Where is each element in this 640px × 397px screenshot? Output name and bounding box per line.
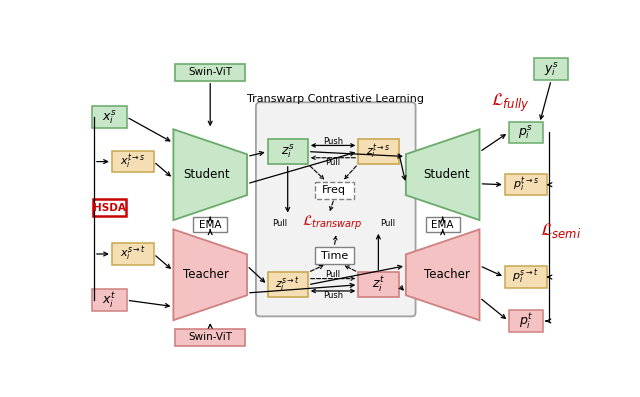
Text: $y_i^s$: $y_i^s$: [544, 60, 559, 78]
Text: $x_i^s$: $x_i^s$: [102, 108, 116, 126]
Text: $z_i^s$: $z_i^s$: [281, 143, 294, 160]
Text: Push: Push: [323, 291, 343, 300]
Text: EMA: EMA: [431, 220, 454, 230]
Bar: [358, 272, 399, 297]
Text: Teacher: Teacher: [184, 268, 229, 281]
Bar: [426, 217, 460, 232]
Text: $p_i^s$: $p_i^s$: [518, 123, 533, 141]
Bar: [175, 329, 245, 346]
Text: Student: Student: [423, 168, 470, 181]
Text: Pull: Pull: [380, 219, 396, 228]
Text: Pull: Pull: [326, 270, 340, 279]
Text: Push: Push: [323, 137, 343, 146]
Bar: [509, 310, 543, 332]
Text: Pull: Pull: [273, 219, 287, 228]
Bar: [268, 272, 308, 297]
Text: $p_i^t$: $p_i^t$: [518, 311, 532, 331]
Text: Student: Student: [183, 168, 230, 181]
Polygon shape: [173, 229, 247, 320]
Text: EMA: EMA: [199, 220, 221, 230]
Bar: [268, 139, 308, 164]
Text: $\mathcal{L}_{semi}$: $\mathcal{L}_{semi}$: [540, 222, 581, 241]
Text: $x_i^t$: $x_i^t$: [102, 291, 116, 310]
Text: $\mathcal{L}_{transwarp}$: $\mathcal{L}_{transwarp}$: [303, 214, 363, 232]
Text: $\mathcal{L}_{fully}$: $\mathcal{L}_{fully}$: [491, 92, 529, 114]
Bar: [534, 58, 568, 80]
Text: $x_i^{t\rightarrow s}$: $x_i^{t\rightarrow s}$: [120, 152, 146, 171]
Bar: [505, 174, 547, 195]
Bar: [315, 181, 353, 198]
Text: Time: Time: [321, 251, 348, 260]
Text: $z_i^{t\rightarrow s}$: $z_i^{t\rightarrow s}$: [366, 142, 391, 161]
Bar: [175, 64, 245, 81]
Text: Swin-ViT: Swin-ViT: [188, 332, 232, 342]
Text: $z_i^{s\rightarrow t}$: $z_i^{s\rightarrow t}$: [275, 276, 300, 294]
Bar: [112, 151, 154, 172]
Text: Freq: Freq: [322, 185, 346, 195]
Bar: [112, 243, 154, 265]
Text: Transwarp Contrastive Learning: Transwarp Contrastive Learning: [247, 94, 424, 104]
Text: $z_i^t$: $z_i^t$: [372, 275, 385, 295]
Bar: [505, 266, 547, 288]
Text: Teacher: Teacher: [424, 268, 470, 281]
Bar: [92, 106, 127, 128]
Bar: [93, 199, 125, 216]
Text: Swin-ViT: Swin-ViT: [188, 67, 232, 77]
Polygon shape: [173, 129, 247, 220]
Bar: [193, 217, 227, 232]
Text: HSDA: HSDA: [93, 203, 126, 213]
Bar: [315, 247, 353, 264]
Text: $x_i^{s\rightarrow t}$: $x_i^{s\rightarrow t}$: [120, 245, 146, 263]
Polygon shape: [406, 129, 479, 220]
FancyBboxPatch shape: [256, 102, 415, 316]
Text: $p_i^{s\rightarrow t}$: $p_i^{s\rightarrow t}$: [513, 268, 539, 286]
Polygon shape: [406, 229, 479, 320]
Text: Pull: Pull: [326, 158, 340, 167]
Bar: [358, 139, 399, 164]
Bar: [92, 289, 127, 311]
Bar: [509, 121, 543, 143]
Text: $p_i^{t\rightarrow s}$: $p_i^{t\rightarrow s}$: [513, 175, 539, 194]
